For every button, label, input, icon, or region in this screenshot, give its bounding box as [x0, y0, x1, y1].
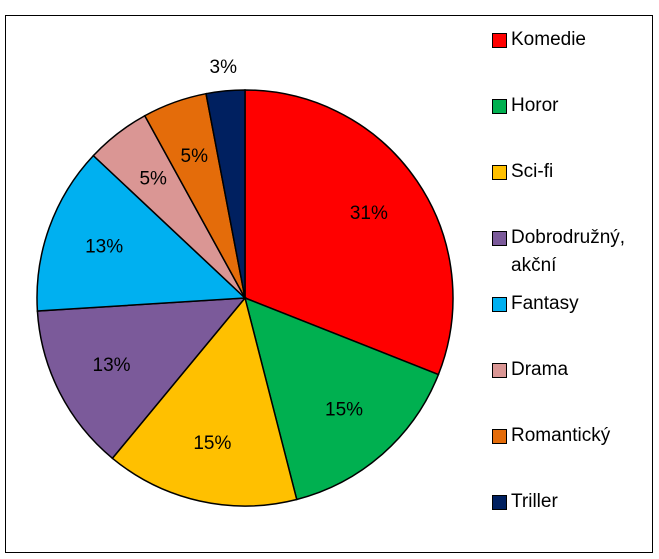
legend-item: Horor	[492, 92, 651, 120]
legend-swatch	[492, 99, 507, 114]
data-label: 15%	[325, 399, 363, 420]
legend-swatch	[492, 429, 507, 444]
legend-label: Sci-fi	[511, 161, 554, 182]
legend-item: Romantický	[492, 422, 651, 450]
legend-swatch	[492, 363, 507, 378]
chart-frame	[5, 15, 653, 553]
legend-label: Drama	[511, 359, 569, 380]
pie-slice	[243, 296, 440, 501]
data-label: 13%	[85, 236, 123, 257]
data-label: 13%	[93, 355, 131, 376]
legend-label: Horor	[511, 95, 559, 116]
pie-slice	[36, 297, 247, 460]
pie-slice	[111, 296, 298, 507]
legend-item: Triller	[492, 488, 651, 516]
legend-label: Komedie	[511, 29, 586, 50]
legend-label: Triller	[511, 491, 558, 512]
legend-item: Dobrodružný, akční	[492, 224, 651, 280]
legend-swatch	[492, 231, 507, 246]
data-label: 3%	[210, 57, 238, 78]
legend-item: Fantasy	[492, 290, 651, 318]
data-label: 5%	[139, 169, 167, 190]
pie-slice	[36, 154, 247, 312]
legend-item: Komedie	[492, 26, 651, 54]
data-label: 15%	[193, 433, 231, 454]
legend-item: Drama	[492, 356, 651, 384]
pie-slice	[244, 89, 454, 376]
legend-swatch	[492, 495, 507, 510]
legend-item: Sci-fi	[492, 158, 651, 186]
legend-label: Fantasy	[511, 293, 579, 314]
pie-slice	[205, 89, 246, 299]
legend-label: Romantický	[511, 425, 611, 446]
legend-swatch	[492, 33, 507, 48]
data-label: 5%	[181, 146, 209, 167]
legend-swatch	[492, 297, 507, 312]
legend-swatch	[492, 165, 507, 180]
legend-label: Dobrodružný, akční	[511, 227, 626, 276]
data-label: 31%	[350, 203, 388, 224]
